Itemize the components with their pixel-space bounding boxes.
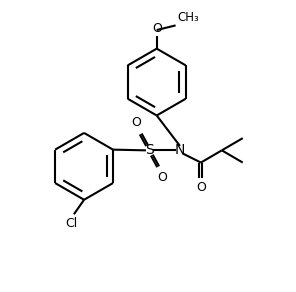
Text: CH₃: CH₃ (177, 11, 199, 24)
Text: O: O (196, 180, 206, 194)
Text: Cl: Cl (65, 217, 78, 230)
Text: N: N (175, 143, 185, 157)
Text: O: O (157, 171, 167, 184)
Text: O: O (132, 117, 141, 129)
Text: O: O (152, 22, 162, 35)
Text: S: S (145, 143, 154, 157)
